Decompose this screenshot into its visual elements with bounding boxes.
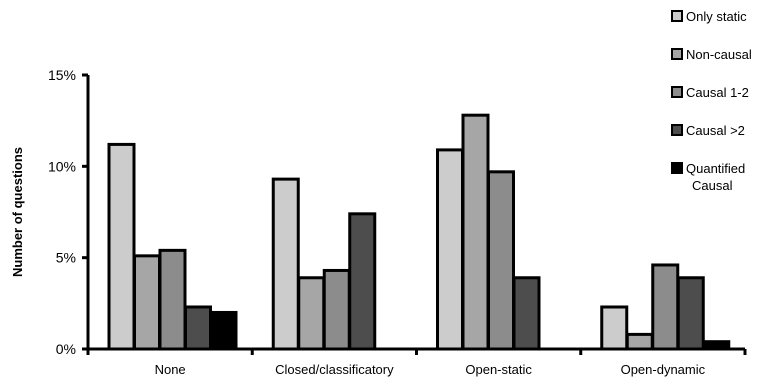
bar <box>600 305 629 351</box>
legend-label: Causal <box>692 178 733 193</box>
x-category-label: Closed/classificatory <box>275 362 394 377</box>
bars-group <box>107 113 731 351</box>
bar <box>184 305 212 351</box>
y-tick-label: 10% <box>48 158 76 174</box>
legend-item: Causal >2 <box>671 123 745 138</box>
bar <box>271 177 300 351</box>
legend-label: Causal 1-2 <box>686 85 749 100</box>
bar <box>512 276 541 351</box>
bar <box>676 276 705 351</box>
bar <box>158 248 187 351</box>
x-category-label: None <box>155 362 186 377</box>
y-ticks-group: 0% 5% 10% 15% <box>48 67 88 357</box>
legend-swatch <box>671 48 683 60</box>
legend-swatch <box>671 86 683 98</box>
y-tick-label: 5% <box>56 250 76 266</box>
x-ticks-group: None Closed/classificatory Open-static Open… <box>86 349 747 377</box>
bar <box>107 142 136 351</box>
bar <box>625 332 654 351</box>
legend-swatch <box>671 124 683 136</box>
bar <box>436 148 464 351</box>
bar <box>651 263 680 351</box>
legend-item: Causal 1-2 <box>671 85 749 100</box>
legend-swatch <box>671 10 683 22</box>
legend-label: Quantified <box>686 161 745 176</box>
bar <box>133 254 161 351</box>
legend-label: Causal >2 <box>686 123 745 138</box>
bar <box>487 170 515 351</box>
legend-swatch <box>671 162 683 174</box>
legend-item: Only static <box>671 9 747 24</box>
bar <box>209 310 238 351</box>
bar <box>348 212 377 351</box>
y-tick-label: 15% <box>48 67 76 83</box>
legend-item: Non-causal <box>671 47 752 62</box>
legend-label: Only static <box>686 9 747 24</box>
legend-label: Non-causal <box>686 47 752 62</box>
y-axis-title: Number of questions <box>10 147 25 277</box>
bar <box>322 268 351 351</box>
bar <box>461 113 490 351</box>
legend-item: Quantified Causal <box>671 161 745 193</box>
y-tick-label: 0% <box>56 341 76 357</box>
legend: Only static Non-causal Causal 1-2 Causal >2… <box>671 9 752 193</box>
x-category-label: Open-dynamic <box>621 362 706 377</box>
x-category-label: Open-static <box>465 362 532 377</box>
bar <box>297 276 326 351</box>
